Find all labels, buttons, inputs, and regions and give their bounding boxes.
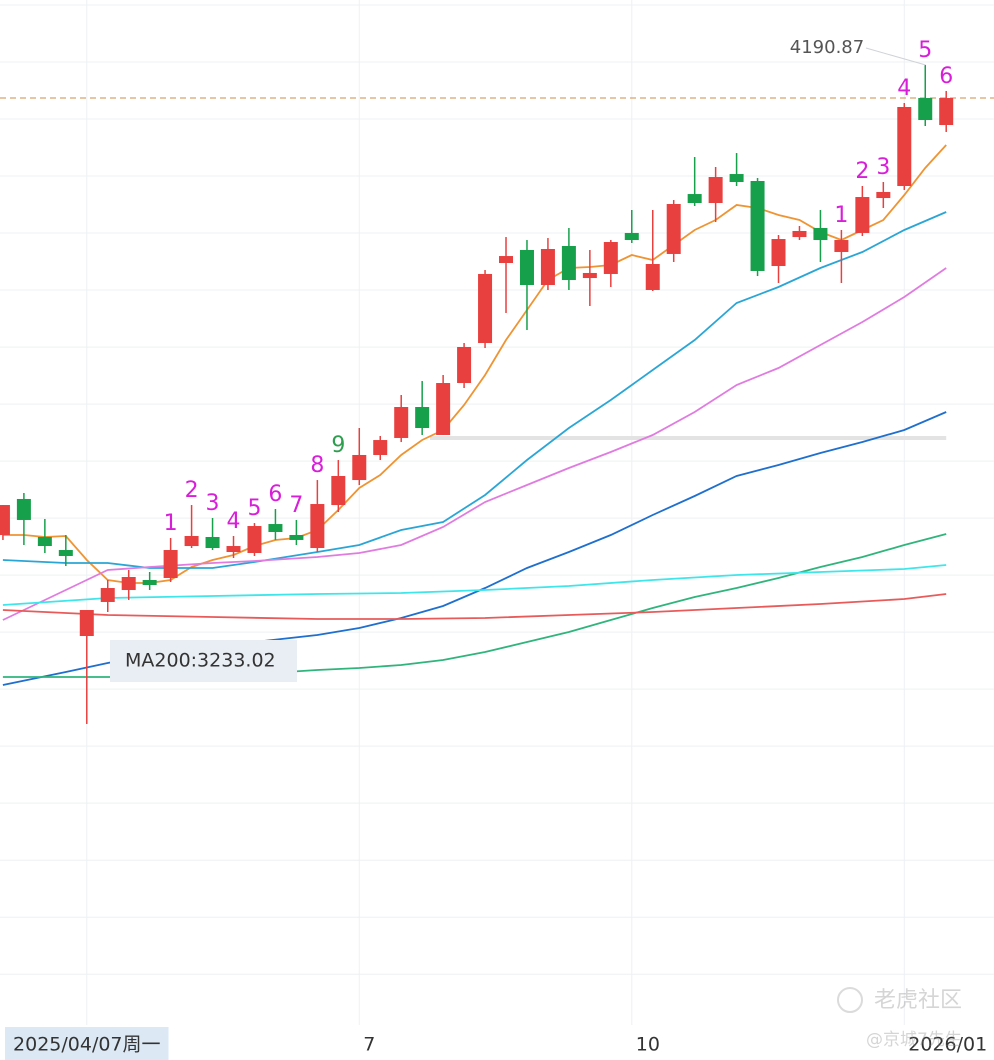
candle-body [792,230,807,238]
candle-body [729,174,744,183]
candle-body [0,505,10,535]
candle-body [163,550,178,578]
candle-body [624,232,639,241]
candle-body [499,256,514,264]
count-label: 6 [268,482,282,507]
candle-body [813,227,828,241]
candle-body [268,524,283,533]
ma-line [2,267,947,621]
candle-body [415,407,430,429]
candle-body [184,535,199,547]
candle-body [478,273,493,344]
high-label: 4190.87 [790,37,864,58]
ma-lines [2,144,947,686]
candle-body [519,249,534,286]
candle-body [79,610,94,636]
candle-body [373,440,388,455]
candle-body [897,106,912,186]
candle-body [457,347,472,384]
ma-line [2,144,947,584]
author-text: @京城7先生 [866,1030,962,1050]
ma-label: MA200:3233.02 [125,650,276,672]
candle-body [603,242,618,274]
candle-body [121,576,136,591]
candle-body [226,546,241,553]
watermark-icon [837,987,863,1013]
candle-body [310,504,325,549]
count-label: 2 [855,159,869,184]
candle-body [666,204,681,254]
count-label: 3 [206,491,220,516]
candle-body [16,498,31,520]
candle-body [687,194,702,204]
candle-body [37,536,52,547]
x-tick-label: 7 [363,1034,375,1056]
candle-body [645,264,660,290]
count-label: 2 [185,478,199,503]
candle-body [918,98,933,121]
count-label: 7 [289,493,303,518]
candle-body [876,191,891,199]
candle-body [100,588,115,602]
watermark-text: 老虎社区 [874,988,962,1013]
count-label: 9 [331,433,345,458]
candle-body [289,534,304,540]
x-tick-label: 2026/01 [908,1034,987,1056]
high-leader [865,47,926,66]
candles [0,64,954,724]
ma-line [2,211,947,569]
candle-body [582,272,597,279]
count-label: 5 [247,496,261,521]
grid [0,0,994,1025]
candle-body [58,550,73,556]
candle-body [352,454,367,481]
candle-body [834,240,849,252]
x-tick-highlight [5,1027,169,1060]
count-label: 6 [939,64,953,89]
ma-line [2,593,947,620]
candle-body [540,248,555,286]
candle-body [205,536,220,549]
candle-body [708,177,723,204]
watermark: 老虎社区 @京城7先生 [837,987,962,1050]
x-tick-label: 10 [636,1034,660,1056]
count-label: 3 [876,155,890,180]
candle-body [331,475,346,506]
candle-body [855,197,870,233]
ma-label-box: MA200:3233.02 [110,640,297,682]
candle-body [750,181,765,271]
candle-body [939,98,954,125]
candle-body [436,383,451,435]
candle-body [247,526,262,554]
ma-line [2,564,947,606]
count-label: 1 [834,203,848,228]
count-label: 4 [897,76,911,101]
x-tick-label: 2025/04/07周一 [13,1034,161,1056]
count-label: 8 [310,453,324,478]
count-label: 1 [164,511,178,536]
count-label: 4 [227,509,241,534]
candle-body [561,246,576,281]
candle-body [771,239,786,267]
ma-label-bg [110,640,297,682]
candle-body [142,579,157,586]
count-label: 5 [918,38,932,63]
candle-body [394,407,409,438]
